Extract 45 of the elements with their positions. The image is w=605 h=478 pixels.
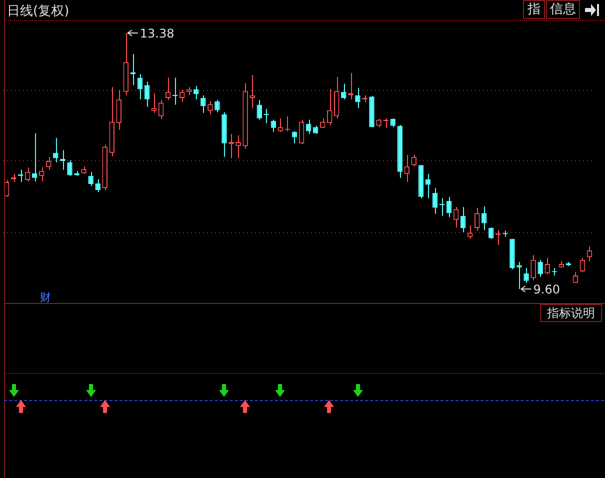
candlestick bbox=[481, 206, 487, 231]
candlestick bbox=[446, 196, 452, 218]
annotation: 9.60 bbox=[533, 282, 560, 296]
candlestick bbox=[151, 92, 157, 114]
candlestick bbox=[298, 119, 304, 145]
candlestick bbox=[67, 160, 72, 176]
candlestick bbox=[116, 89, 122, 130]
candlestick bbox=[524, 268, 529, 284]
candlestick bbox=[538, 259, 543, 278]
candlestick bbox=[453, 206, 459, 228]
candlestick bbox=[46, 156, 52, 170]
candlestick bbox=[236, 134, 241, 159]
candlestick bbox=[38, 166, 44, 182]
candlestick bbox=[530, 254, 536, 281]
candlestick bbox=[334, 76, 340, 119]
candlestick bbox=[439, 198, 445, 216]
annotation: 13.38 bbox=[140, 26, 174, 40]
candlestick bbox=[137, 74, 143, 100]
candlestick bbox=[580, 257, 586, 273]
text: 财 bbox=[40, 290, 51, 306]
candlestick bbox=[355, 87, 360, 109]
candlestick bbox=[158, 100, 164, 120]
candlestick bbox=[544, 257, 550, 275]
text: 信息 bbox=[546, 0, 580, 19]
candlestick bbox=[194, 85, 199, 100]
candlestick bbox=[474, 207, 480, 232]
chart-title: 日线(复权) bbox=[7, 3, 70, 20]
candlestick bbox=[404, 154, 410, 182]
candlestick bbox=[341, 83, 346, 100]
candlestick bbox=[95, 178, 100, 193]
candlestick bbox=[256, 100, 262, 120]
candlestick bbox=[214, 100, 220, 113]
candlestick bbox=[488, 226, 494, 240]
text: 指标说明 bbox=[540, 304, 602, 322]
text: 指 bbox=[523, 0, 545, 19]
candlestick bbox=[264, 108, 270, 124]
candlestick bbox=[292, 130, 298, 144]
candlestick bbox=[144, 81, 150, 108]
candlestick bbox=[32, 132, 38, 182]
candlestick bbox=[208, 100, 213, 115]
candlestick bbox=[200, 94, 206, 114]
candlestick bbox=[172, 77, 178, 106]
candlestick bbox=[460, 206, 466, 233]
candlestick bbox=[326, 88, 332, 126]
candlestick bbox=[53, 137, 58, 163]
